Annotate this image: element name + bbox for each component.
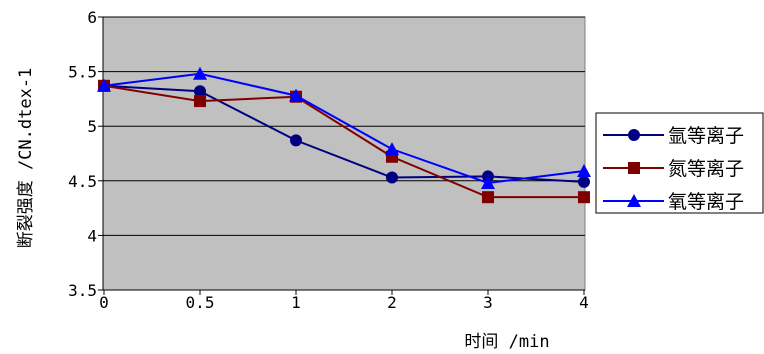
legend-entry: 氩等离子 bbox=[603, 125, 744, 147]
legend-label: 氧等离子 bbox=[668, 191, 744, 213]
data-point bbox=[290, 134, 302, 147]
x-tick-label: 0.5 bbox=[186, 293, 215, 312]
data-point bbox=[578, 191, 590, 204]
data-point bbox=[194, 85, 206, 98]
y-tick-label: 6 bbox=[87, 8, 97, 27]
data-point bbox=[193, 66, 207, 80]
y-tick-label: 3.5 bbox=[68, 281, 97, 300]
y-axis-title: 断裂强度 /CN.dtex-1 bbox=[16, 68, 36, 249]
x-tick-label: 2 bbox=[387, 293, 397, 312]
legend-box bbox=[595, 112, 764, 214]
data-point bbox=[289, 88, 303, 102]
series-line bbox=[103, 72, 585, 185]
data-point bbox=[577, 163, 591, 177]
data-point bbox=[97, 78, 111, 92]
legend-entry: 氧等离子 bbox=[603, 191, 744, 213]
axes bbox=[98, 16, 585, 295]
y-tick-label: 5 bbox=[87, 117, 97, 136]
data-point bbox=[481, 175, 495, 189]
legend-entry: 氮等离子 bbox=[603, 158, 744, 180]
x-axis-title: 时间 /min bbox=[464, 332, 549, 352]
series-line bbox=[103, 84, 584, 199]
series-line bbox=[103, 84, 585, 183]
data-point bbox=[385, 142, 399, 156]
legend-label: 氩等离子 bbox=[668, 125, 744, 147]
legend-marker bbox=[627, 194, 641, 207]
data-point bbox=[386, 171, 398, 184]
legend-marker bbox=[628, 162, 640, 174]
legend-label: 氮等离子 bbox=[668, 158, 744, 180]
plot-area bbox=[102, 16, 586, 291]
x-tick-label: 1 bbox=[291, 293, 301, 312]
y-tick-label: 4 bbox=[87, 226, 97, 245]
x-tick-label: 4 bbox=[579, 293, 589, 312]
x-tick-label: 0 bbox=[99, 293, 109, 312]
series-3 bbox=[97, 66, 591, 189]
y-tick-label: 5.5 bbox=[68, 63, 97, 82]
data-point bbox=[482, 191, 494, 204]
x-tick-label: 3 bbox=[483, 293, 493, 312]
data-point bbox=[194, 95, 206, 108]
data-point bbox=[578, 175, 590, 188]
y-tick-label: 4.5 bbox=[68, 172, 97, 191]
legend-marker bbox=[628, 129, 640, 141]
y-tick-labels: 3.5 4 4.5 5 5.5 6 bbox=[68, 8, 97, 300]
series-group bbox=[97, 66, 591, 204]
x-tick-labels: 0 0.5 1 2 3 4 bbox=[99, 293, 589, 312]
